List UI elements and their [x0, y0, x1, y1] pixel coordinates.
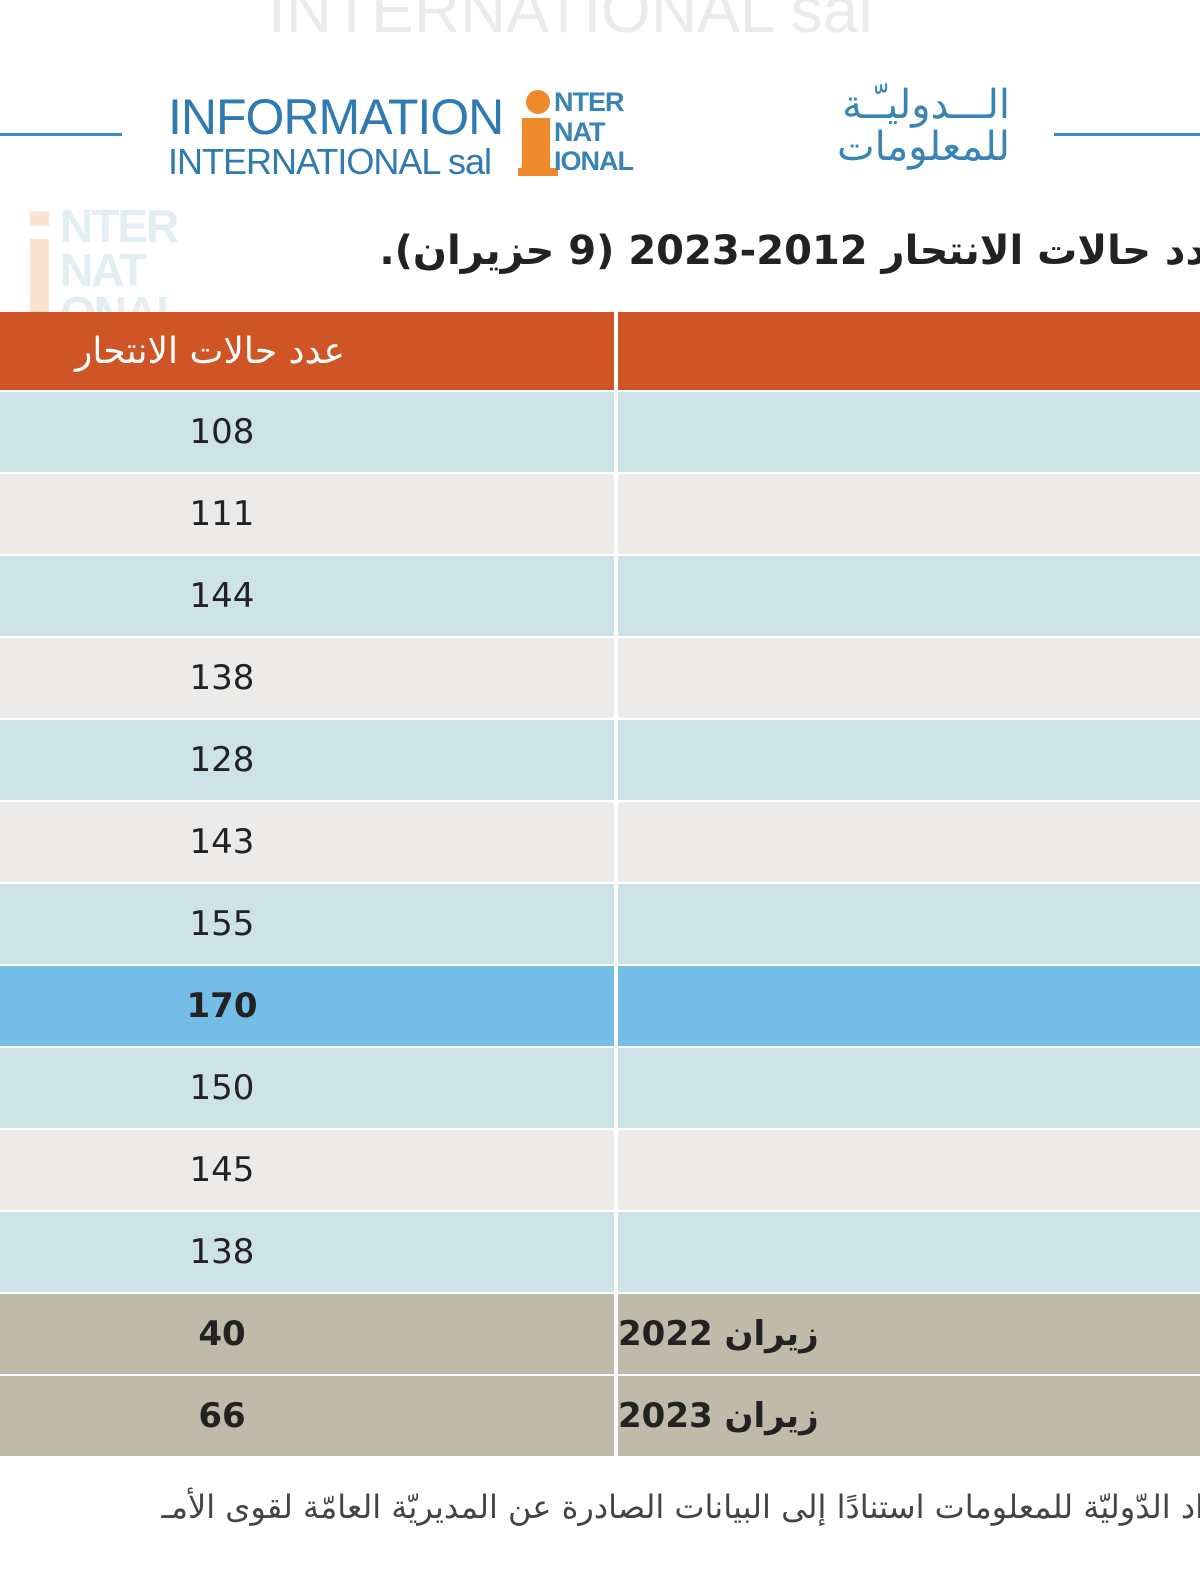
label-cell: [618, 720, 1200, 800]
column-divider: [614, 884, 618, 964]
logo-english-line2: INTERNATIONAL sal: [168, 141, 492, 182]
label-cell: [618, 1130, 1200, 1210]
label-cell: [618, 392, 1200, 472]
watermark-top: INTERNATIONAL sal: [268, 0, 873, 42]
label-cell: [618, 638, 1200, 718]
logo-foot: [518, 168, 558, 176]
page-title: دد حالات الانتحار 2012-2023 (9 حزيران).: [379, 228, 1200, 274]
label-cell: [618, 884, 1200, 964]
label-cell: [618, 802, 1200, 882]
label-cell: زيران 2022: [618, 1294, 1200, 1374]
value-cell: 66: [198, 1396, 246, 1436]
column-divider: [614, 1048, 618, 1128]
table-row: 143: [0, 802, 1200, 884]
logo-english: INFORMATION INTERNATIONAL sal: [168, 89, 504, 182]
column-divider: [614, 720, 618, 800]
column-divider: [614, 312, 618, 390]
table-row: 108: [0, 392, 1200, 474]
logo-mark-line: NTER: [554, 87, 625, 117]
column-divider: [614, 1294, 618, 1374]
logo-mark-text: NTER NAT IONAL: [554, 87, 634, 177]
header-value-cell: عدد حالات الانتحار: [0, 312, 614, 390]
label-cell: [618, 966, 1200, 1046]
watermark-text: INTERNATIONAL sal: [268, 0, 873, 46]
table-row: 155: [0, 884, 1200, 966]
value-cell: 145: [189, 1150, 255, 1190]
row-label: زيران 2023: [618, 1396, 819, 1436]
row-label: زيران 2022: [618, 1314, 819, 1354]
column-divider: [614, 1376, 618, 1456]
table-row: 138: [0, 1212, 1200, 1294]
label-cell: [618, 474, 1200, 554]
logo-arabic-line2: للمعلومات: [836, 124, 1010, 170]
logo-arabic-line1: الـــدوليـّـة: [842, 82, 1010, 128]
label-cell: [618, 1048, 1200, 1128]
value-cell: 143: [189, 822, 255, 862]
header-label-cell: [618, 312, 1200, 390]
label-cell: [618, 556, 1200, 636]
value-cell: 150: [189, 1068, 255, 1108]
table-row: 145: [0, 1130, 1200, 1212]
table-row: 111: [0, 474, 1200, 556]
logo-stem: [522, 118, 550, 176]
column-divider: [614, 1212, 618, 1292]
table-row: 128: [0, 720, 1200, 802]
value-cell: 138: [189, 1232, 255, 1272]
header-rule-left: [0, 133, 122, 136]
header-value-label: عدد حالات الانتحار: [75, 330, 345, 372]
value-cell: 108: [189, 412, 255, 452]
value-cell: 144: [189, 576, 255, 616]
column-divider: [614, 1130, 618, 1210]
logo-dot: [526, 90, 550, 114]
logo-mark-line: NAT: [554, 116, 606, 147]
label-cell: زيران 2023: [618, 1376, 1200, 1456]
table-row: 144: [0, 556, 1200, 638]
logo-english-line1: INFORMATION: [168, 89, 504, 145]
column-divider: [614, 638, 618, 718]
table-row: 40 زيران 2022: [0, 1294, 1200, 1376]
logo-mark-line: IONAL: [554, 146, 634, 177]
suicide-table: عدد حالات الانتحار 108 111 144 138 128 143 155…: [0, 312, 1200, 1458]
table-row: 170: [0, 966, 1200, 1048]
value-cell: 155: [189, 904, 255, 944]
table-row: 138: [0, 638, 1200, 720]
column-divider: [614, 474, 618, 554]
column-divider: [614, 556, 618, 636]
source-footnote: اد الدّوليّة للمعلومات استنادًا إلى البي…: [161, 1488, 1200, 1526]
header-rule-right: [1054, 133, 1200, 136]
table-header: عدد حالات الانتحار: [0, 312, 1200, 392]
column-divider: [614, 966, 618, 1046]
value-cell: 111: [189, 494, 255, 534]
table-body: 108 111 144 138 128 143 155 170 150 145 138 40 زيران…: [0, 392, 1200, 1458]
logo-arabic: الـــدوليـّـة للمعلومات: [650, 84, 1010, 168]
column-divider: [614, 802, 618, 882]
value-cell: 40: [198, 1314, 246, 1354]
table-row: 66 زيران 2023: [0, 1376, 1200, 1458]
logo-i-mark-icon: NTER NAT IONAL: [518, 87, 644, 180]
value-cell: 128: [189, 740, 255, 780]
value-cell: 170: [186, 986, 258, 1026]
label-cell: [618, 1212, 1200, 1292]
value-cell: 138: [189, 658, 255, 698]
column-divider: [614, 392, 618, 472]
table-row: 150: [0, 1048, 1200, 1130]
